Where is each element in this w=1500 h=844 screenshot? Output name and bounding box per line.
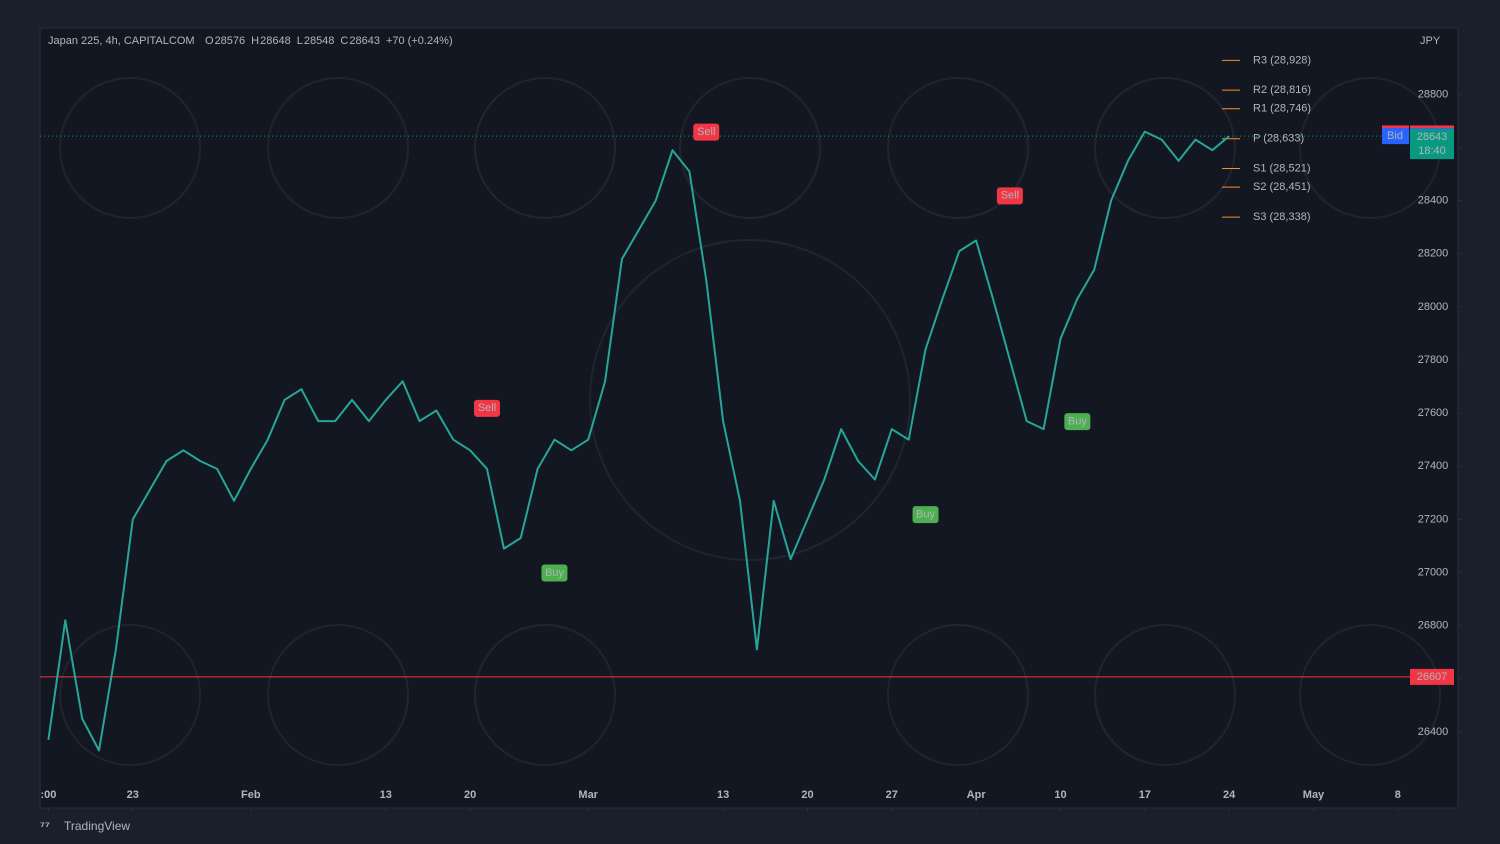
x-tick-label: 10 <box>1054 789 1066 801</box>
currency: JPY <box>1420 35 1441 47</box>
signal-label: Sell <box>478 402 496 414</box>
signal-label: Sell <box>697 126 715 138</box>
y-tick-label: 27000 <box>1418 566 1449 578</box>
ohlc-value: 28548 <box>304 35 335 47</box>
price-tag-label: Bid <box>1387 130 1403 142</box>
x-tick-label: 13 <box>717 789 729 801</box>
watermarks <box>59 77 1441 766</box>
x-tick-label: :00 <box>40 789 56 801</box>
pivot-label: R1 (28,746) <box>1253 103 1311 115</box>
signal-label: Buy <box>1068 416 1087 428</box>
signal-label: Sell <box>1001 190 1019 202</box>
signal-label: Buy <box>545 567 564 579</box>
signal-box <box>996 187 1023 205</box>
ohlc-label: H <box>251 35 259 47</box>
price-tag <box>1410 129 1454 160</box>
signal-box <box>541 564 568 582</box>
y-tick-label: 28400 <box>1418 195 1449 207</box>
plot-area <box>39 27 1459 809</box>
price-tag <box>1410 668 1454 685</box>
x-tick-label: Apr <box>967 789 987 801</box>
change: +70 (+0.24%) <box>386 35 453 47</box>
ohlc-value: 28576 <box>215 35 246 47</box>
signal-box <box>1064 413 1091 431</box>
pivot-label: S2 (28,451) <box>1253 181 1310 193</box>
x-tick-label: 23 <box>127 789 139 801</box>
symbol: Japan 225, 4h, CAPITALCOM <box>48 35 195 47</box>
x-tick-label: Feb <box>241 789 261 801</box>
ohlc-value: 28643 <box>349 35 380 47</box>
y-tick-label: 27200 <box>1418 513 1449 525</box>
x-tick-label: May <box>1303 789 1325 801</box>
x-tick-label: 20 <box>464 789 476 801</box>
y-tick-label: 26400 <box>1418 726 1449 738</box>
ohlc-label: C <box>340 35 348 47</box>
ohlc-value: 28648 <box>260 35 291 47</box>
x-tick-label: 27 <box>886 789 898 801</box>
y-tick-label: 26800 <box>1418 620 1449 632</box>
x-tick-label: 24 <box>1223 789 1236 801</box>
price-tag-value: 28643 <box>1417 131 1448 143</box>
y-tick-label: 28800 <box>1418 88 1449 100</box>
signal-label: Buy <box>916 508 935 520</box>
signal-box <box>473 399 500 417</box>
brand-logo: ⁷⁷ <box>40 819 50 833</box>
pivot-label: P (28,633) <box>1253 133 1304 145</box>
ohlc-label: O <box>205 35 214 47</box>
y-tick-label: 27600 <box>1418 407 1449 419</box>
x-tick-label: Mar <box>578 789 598 801</box>
signal-box <box>912 506 939 524</box>
x-tick-label: 17 <box>1139 789 1151 801</box>
price-tag-value: 26607 <box>1417 671 1448 683</box>
pivot-label: S1 (28,521) <box>1253 162 1310 174</box>
y-tick-label: 28200 <box>1418 248 1449 260</box>
pivot-label: R3 (28,928) <box>1253 54 1311 66</box>
y-tick-label: 27400 <box>1418 460 1449 472</box>
ohlc-label: L <box>297 35 303 47</box>
pivot-label: S3 (28,338) <box>1253 211 1310 223</box>
price-tag-label-box <box>1382 128 1409 145</box>
y-tick-label: 27800 <box>1418 354 1449 366</box>
pivot-label: R2 (28,816) <box>1253 84 1311 96</box>
y-tick-label: 28000 <box>1418 301 1449 313</box>
x-tick-label: 13 <box>380 789 392 801</box>
brand: TradingView <box>64 819 130 833</box>
price-line-series <box>47 130 1230 752</box>
countdown: 18:40 <box>1418 145 1446 157</box>
x-tick-label: 20 <box>801 789 813 801</box>
x-tick-label: 8 <box>1395 789 1401 801</box>
signal-box <box>693 123 720 141</box>
